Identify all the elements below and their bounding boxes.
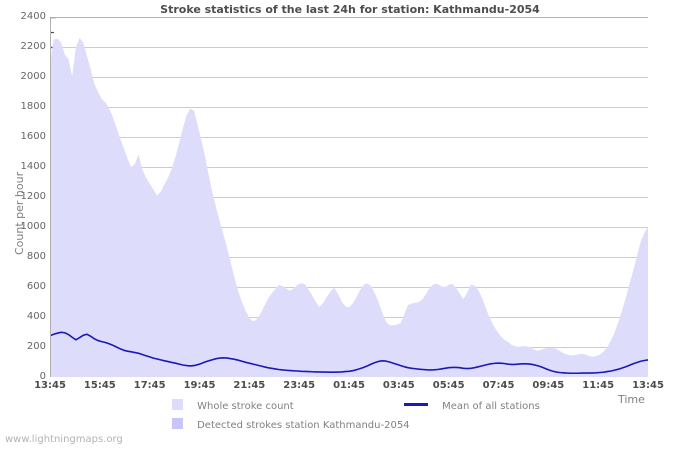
y-tick-label: 1000 (20, 221, 46, 232)
plot-frame (50, 17, 648, 377)
x-tick-label: 09:45 (532, 380, 565, 391)
legend-label-whole: Whole stroke count (197, 401, 294, 412)
legend-column-right: Mean of all stations (404, 394, 540, 412)
y-tick-label: 600 (26, 281, 46, 292)
y-tick-label: 2200 (20, 41, 46, 52)
series-mean-of-all-stations-line (50, 331, 648, 375)
x-tick-label: 19:45 (183, 380, 216, 391)
legend-column-left: Whole stroke count Detected strokes stat… (172, 394, 410, 431)
chart-svg (50, 17, 648, 377)
plot-area (50, 17, 648, 377)
y-tick-label: 1800 (20, 101, 46, 112)
legend-swatch-detected-icon (172, 418, 183, 429)
series-whole-stroke-count-area (50, 38, 648, 377)
footer-attribution: www.lightningmaps.org (5, 434, 123, 445)
y-tick-label: 2000 (20, 71, 46, 82)
y-tick-label: 400 (26, 311, 46, 322)
y-tick-label: 2400 (20, 11, 46, 22)
y-tick-label: 0 (39, 371, 46, 382)
legend-label-mean: Mean of all stations (442, 401, 540, 412)
y-axis-title: Count per hour (13, 171, 26, 255)
legend-swatch-whole-icon (172, 399, 183, 410)
legend-item-detected-strokes: Detected strokes station Kathmandu-2054 (172, 413, 410, 431)
x-tick-label: 11:45 (582, 380, 615, 391)
x-tick-label: 05:45 (432, 380, 465, 391)
x-axis-title: Time (618, 393, 645, 406)
x-tick-label: 21:45 (233, 380, 266, 391)
legend-line-mean-icon (404, 403, 428, 406)
x-tick-label: 13:45 (632, 380, 664, 391)
x-tick-label: 17:45 (133, 380, 166, 391)
chart-legend: Whole stroke count Detected strokes stat… (0, 394, 700, 431)
page-title: Stroke statistics of the last 24h for st… (160, 3, 540, 16)
x-tick-label: 07:45 (482, 380, 515, 391)
x-tick-label: 01:45 (333, 380, 365, 391)
x-tick-label: 23:45 (283, 380, 316, 391)
legend-item-mean-of-all-stations: Mean of all stations (404, 394, 540, 412)
x-tick-label: 15:45 (83, 380, 116, 391)
y-tick-label: 1400 (20, 161, 46, 172)
y-tick-label: 800 (26, 251, 46, 262)
legend-item-whole-stroke-count: Whole stroke count (172, 394, 410, 412)
x-tick-label: 03:45 (382, 380, 415, 391)
y-tick-label: 1600 (20, 131, 46, 142)
y-tick-label: 1200 (20, 191, 46, 202)
x-tick-label: 13:45 (34, 380, 66, 391)
y-tick-label: 200 (26, 341, 46, 352)
legend-label-detected: Detected strokes station Kathmandu-2054 (197, 420, 410, 431)
